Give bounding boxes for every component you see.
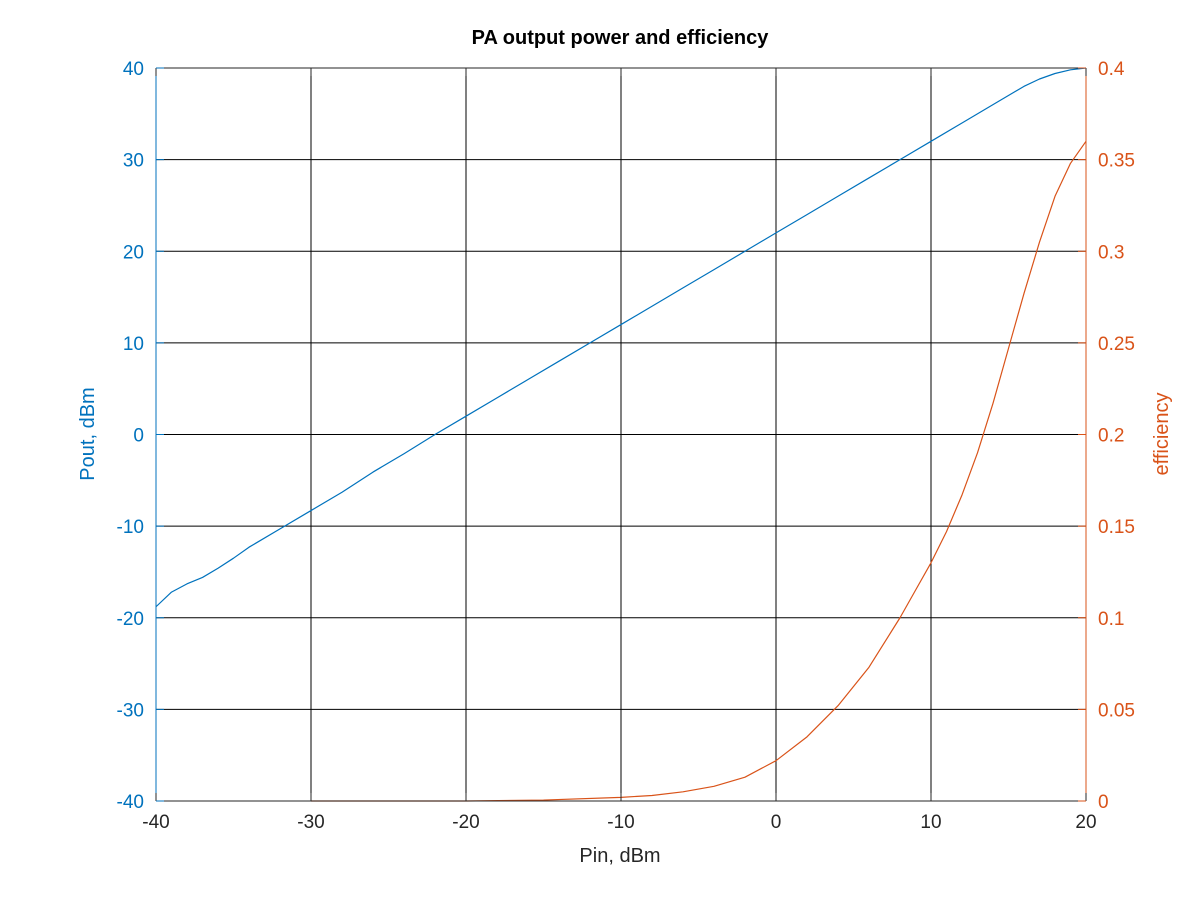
y-left-tick-label: -10 bbox=[117, 517, 144, 538]
x-tick-label: -10 bbox=[607, 812, 634, 833]
y-left-tick-label: 10 bbox=[123, 334, 144, 355]
y-right-tick-label: 0 bbox=[1098, 792, 1109, 813]
y-right-tick-label: 0.25 bbox=[1098, 334, 1135, 355]
y-left-tick-label: 0 bbox=[133, 426, 144, 447]
y-left-tick-label: 40 bbox=[123, 59, 144, 80]
y-right-tick-label: 0.15 bbox=[1098, 517, 1135, 538]
x-tick-label: -30 bbox=[297, 812, 324, 833]
ticks-layer: -40 -30 -20 -10 0 10 20 -40 -30 -20 -10 0 10 20 30 40 0 0… bbox=[117, 59, 1135, 833]
y-axis-label-right: efficiency bbox=[1151, 392, 1173, 475]
chart-title: PA output power and efficiency bbox=[472, 27, 770, 49]
series-layer bbox=[155, 67, 1087, 802]
y-right-tick-label: 0.2 bbox=[1098, 426, 1124, 447]
y-left-tick-label: 20 bbox=[123, 242, 144, 263]
x-tick-label: 0 bbox=[771, 812, 782, 833]
x-tick-label: 10 bbox=[920, 812, 941, 833]
y-right-tick-label: 0.4 bbox=[1098, 59, 1125, 80]
y-left-tick-label: -40 bbox=[117, 792, 144, 813]
grid-layer bbox=[155, 67, 1087, 802]
y-left-tick-label: 30 bbox=[123, 151, 144, 172]
efficiency-series-line bbox=[311, 140, 1087, 802]
y-right-tick-label: 0.3 bbox=[1098, 242, 1124, 263]
x-tick-label: -20 bbox=[452, 812, 479, 833]
y-right-tick-label: 0.1 bbox=[1098, 609, 1124, 630]
x-tick-label: 20 bbox=[1075, 812, 1096, 833]
y-right-tick-label: 0.35 bbox=[1098, 151, 1135, 172]
y-left-tick-label: -20 bbox=[117, 609, 144, 630]
y-left-tick-label: -30 bbox=[117, 700, 144, 721]
pout-series-line bbox=[155, 67, 1087, 608]
y-axis-label-left: Pout, dBm bbox=[77, 387, 99, 480]
x-tick-label: -40 bbox=[142, 812, 169, 833]
y-right-tick-label: 0.05 bbox=[1098, 700, 1135, 721]
x-axis-label: Pin, dBm bbox=[579, 845, 660, 867]
